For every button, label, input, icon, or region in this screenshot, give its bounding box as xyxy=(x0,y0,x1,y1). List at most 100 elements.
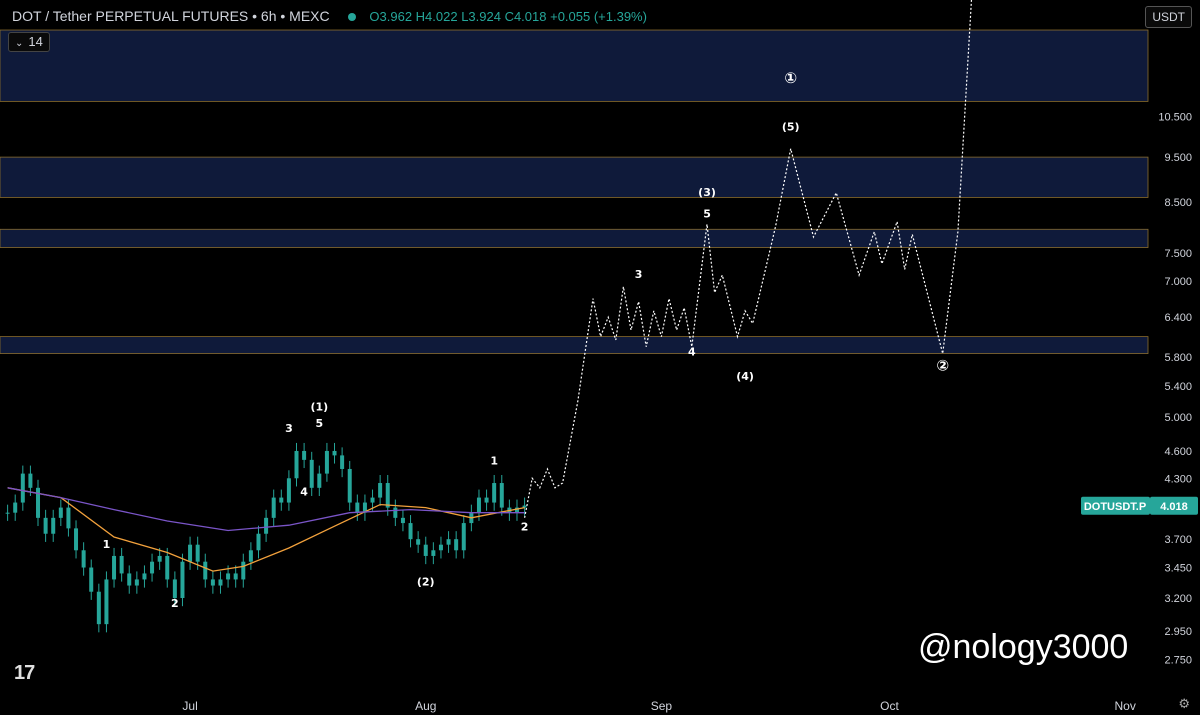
x-tick-label: Jul xyxy=(182,699,197,713)
wave-label: 5 xyxy=(703,208,711,221)
y-tick-label: 5.800 xyxy=(1164,352,1192,364)
candle-body xyxy=(355,502,360,513)
wave-label: 3 xyxy=(285,422,293,435)
indicator-chip[interactable]: ⌄ 14 xyxy=(8,32,50,52)
y-tick-label: 2.750 xyxy=(1164,654,1192,666)
candle-body xyxy=(332,450,337,456)
wave-label: 4 xyxy=(300,486,308,499)
candle-body xyxy=(36,487,41,518)
wave-label: 5 xyxy=(315,417,323,430)
candle-body xyxy=(362,502,367,513)
price-badge xyxy=(1150,496,1198,515)
zone-3 xyxy=(0,336,1149,354)
wave-label: ② xyxy=(936,357,949,375)
y-tick-label: 2.950 xyxy=(1164,626,1192,638)
wave-label: (2) xyxy=(417,576,435,589)
wave-label: ① xyxy=(784,69,797,87)
y-tick-label: 7.500 xyxy=(1164,248,1192,260)
ma-purple-line xyxy=(7,487,525,532)
candle-body xyxy=(28,473,33,488)
y-tick-label: 8.500 xyxy=(1164,197,1192,209)
gear-icon[interactable]: ⚙ xyxy=(1178,696,1190,711)
indicator-count: 14 xyxy=(28,34,43,49)
candle-body xyxy=(461,523,466,551)
candle-body xyxy=(416,539,421,545)
zone-0 xyxy=(0,29,1149,102)
candle-body xyxy=(408,523,413,540)
y-tick-label: 5.400 xyxy=(1164,381,1192,393)
candle-body xyxy=(210,579,215,586)
candle-body xyxy=(446,539,451,545)
candle-body xyxy=(279,497,284,503)
candle-body xyxy=(431,550,436,556)
candle-body xyxy=(81,550,86,568)
candle-body xyxy=(423,544,428,556)
currency-button[interactable]: USDT xyxy=(1145,6,1192,28)
tradingview-logo[interactable]: 17 xyxy=(14,662,35,684)
symbol-title[interactable]: DOT / Tether PERPETUAL FUTURES • 6h • ME… xyxy=(12,8,330,24)
y-tick-label: 3.200 xyxy=(1164,593,1192,605)
y-tick-label: 6.400 xyxy=(1164,312,1192,324)
candle-body xyxy=(188,544,193,562)
candle-body xyxy=(514,507,519,513)
candle-body xyxy=(20,473,25,503)
candle-body xyxy=(180,561,185,599)
candle-body xyxy=(233,573,238,580)
zone-1 xyxy=(0,156,1149,198)
candle-body xyxy=(294,450,299,479)
candle-body xyxy=(309,459,314,488)
candle-body xyxy=(218,579,223,586)
y-tick-label: 4.600 xyxy=(1164,446,1192,458)
candle-body xyxy=(74,528,79,551)
y-tick-label: 3.450 xyxy=(1164,563,1192,575)
x-tick-label: Nov xyxy=(1115,699,1136,713)
y-tick-label: 3.700 xyxy=(1164,534,1192,546)
wave-label: 4 xyxy=(688,346,696,359)
candle-body xyxy=(51,517,56,534)
wave-label: 1 xyxy=(103,538,111,551)
candle-body xyxy=(43,517,48,534)
candle-body xyxy=(476,497,481,513)
candle-body xyxy=(58,507,63,518)
candle-body xyxy=(484,497,489,503)
candle-body xyxy=(241,561,246,580)
candle-body xyxy=(13,502,18,513)
candle-body xyxy=(5,512,10,514)
candle-body xyxy=(302,450,307,460)
candle-body xyxy=(248,550,253,562)
candle-body xyxy=(340,455,345,469)
author-watermark: @nology3000 xyxy=(918,628,1129,666)
candle-body xyxy=(112,555,117,580)
candle-body xyxy=(324,450,329,474)
chevron-down-icon[interactable]: ⌄ xyxy=(15,38,24,49)
candle-body xyxy=(370,497,375,503)
ohlc-values: O3.962 H4.022 L3.924 C4.018 +0.055 (+1.3… xyxy=(369,9,647,24)
candle-body xyxy=(203,561,208,580)
candle-body xyxy=(264,517,269,534)
candle-body xyxy=(256,533,261,551)
wave-label: 1 xyxy=(490,454,498,467)
candle-body xyxy=(378,483,383,498)
price-label-value: 4.018 xyxy=(1160,501,1188,513)
wave-label: 2 xyxy=(171,597,179,610)
wave-label: (3) xyxy=(698,186,716,199)
wave-label: (5) xyxy=(782,120,800,133)
candle-body xyxy=(286,478,291,503)
x-tick-label: Aug xyxy=(415,699,436,713)
y-tick-label: 7.000 xyxy=(1164,276,1192,288)
y-tick-label: 4.300 xyxy=(1164,473,1192,485)
candle-body xyxy=(438,544,443,551)
zone-2 xyxy=(0,228,1149,248)
candle-body xyxy=(89,567,94,592)
x-tick-label: Oct xyxy=(880,699,899,713)
candle-body xyxy=(393,507,398,518)
candle-body xyxy=(226,573,231,580)
candle-body xyxy=(150,561,155,574)
candle-body xyxy=(454,539,459,551)
symbol-header: DOT / Tether PERPETUAL FUTURES • 6h • ME… xyxy=(12,8,647,24)
wave-label: (4) xyxy=(736,370,754,383)
candle-body xyxy=(157,555,162,562)
candle-body xyxy=(127,573,132,586)
x-tick-label: Sep xyxy=(651,699,673,713)
